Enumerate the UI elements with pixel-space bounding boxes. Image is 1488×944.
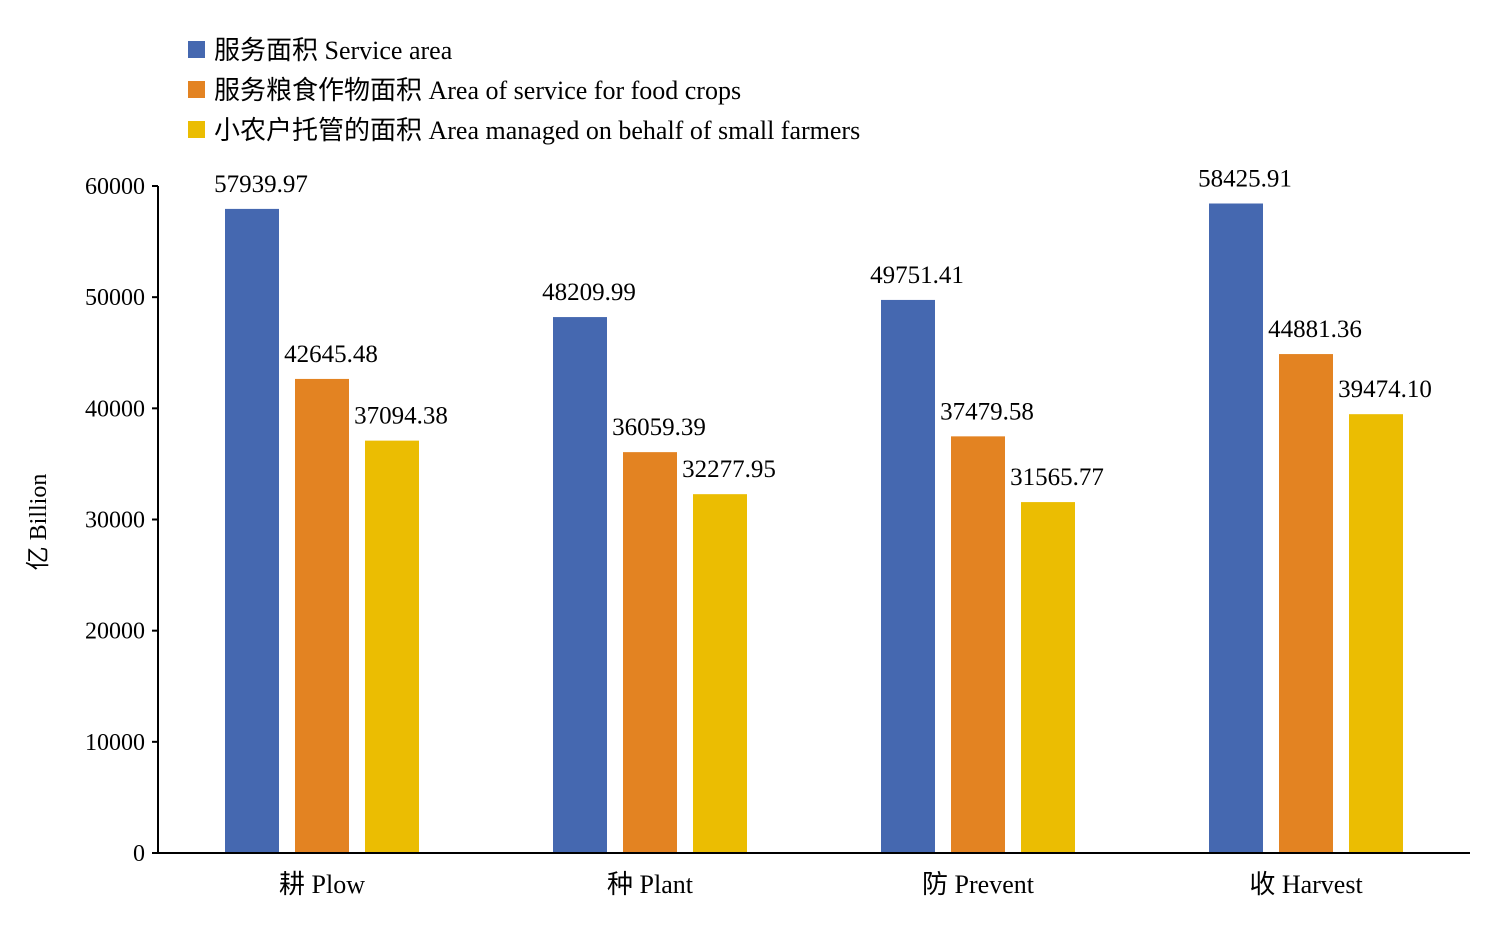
data-label: 42645.48 (284, 341, 378, 368)
bar (553, 317, 607, 853)
y-tick-label: 60000 (85, 174, 145, 200)
bar (951, 436, 1005, 853)
bar (365, 440, 419, 853)
y-tick-label: 40000 (85, 396, 145, 422)
bar (1209, 203, 1263, 853)
legend-label: 小农户托管的面积 Area managed on behalf of small… (214, 116, 860, 145)
data-label: 37094.38 (354, 403, 448, 430)
legend: 服务面积 Service area 服务粮食作物面积 Area of servic… (188, 36, 860, 145)
data-label: 31565.77 (1010, 464, 1104, 491)
legend-label: 服务粮食作物面积 Area of service for food crops (214, 76, 741, 105)
bars: 57939.97 48209.99 49751.41 58425.91 42645.48… (214, 165, 1432, 854)
data-label: 39474.10 (1338, 376, 1432, 403)
data-label: 58425.91 (1198, 165, 1292, 192)
data-label: 48209.99 (542, 279, 636, 306)
x-tick-label: 种 Plant (607, 870, 694, 899)
y-tick-label: 30000 (85, 508, 145, 534)
x-tick-label: 防 Prevent (922, 870, 1035, 899)
legend-label: 服务面积 Service area (214, 36, 453, 65)
y-axis-label: 亿 Billion (25, 474, 52, 571)
y-tick-label: 50000 (85, 285, 145, 311)
data-label: 49751.41 (870, 262, 964, 289)
legend-swatch (188, 41, 205, 58)
bar (1349, 414, 1403, 853)
bar (295, 378, 349, 853)
data-label: 36059.39 (612, 414, 706, 441)
y-axis: 0 10000 20000 30000 40000 50000 60000 (85, 174, 159, 867)
bar (693, 494, 747, 853)
bar (881, 299, 935, 853)
x-tick-label: 耕 Plow (279, 870, 365, 899)
y-tick-label: 20000 (85, 619, 145, 645)
bar (623, 452, 677, 853)
y-tick-label: 0 (133, 841, 145, 867)
legend-swatch (188, 81, 205, 98)
data-label: 37479.58 (940, 398, 1034, 425)
bar (1021, 502, 1075, 853)
bar (1279, 354, 1333, 853)
data-label: 57939.97 (214, 171, 308, 198)
x-axis: 耕 Plow 种 Plant 防 Prevent 收 Harvest (157, 852, 1470, 899)
data-label: 44881.36 (1268, 316, 1362, 343)
x-tick-label: 收 Harvest (1249, 870, 1363, 899)
legend-swatch (188, 121, 205, 138)
y-tick-label: 10000 (85, 730, 145, 756)
data-label: 32277.95 (682, 456, 776, 483)
bar (225, 208, 279, 854)
